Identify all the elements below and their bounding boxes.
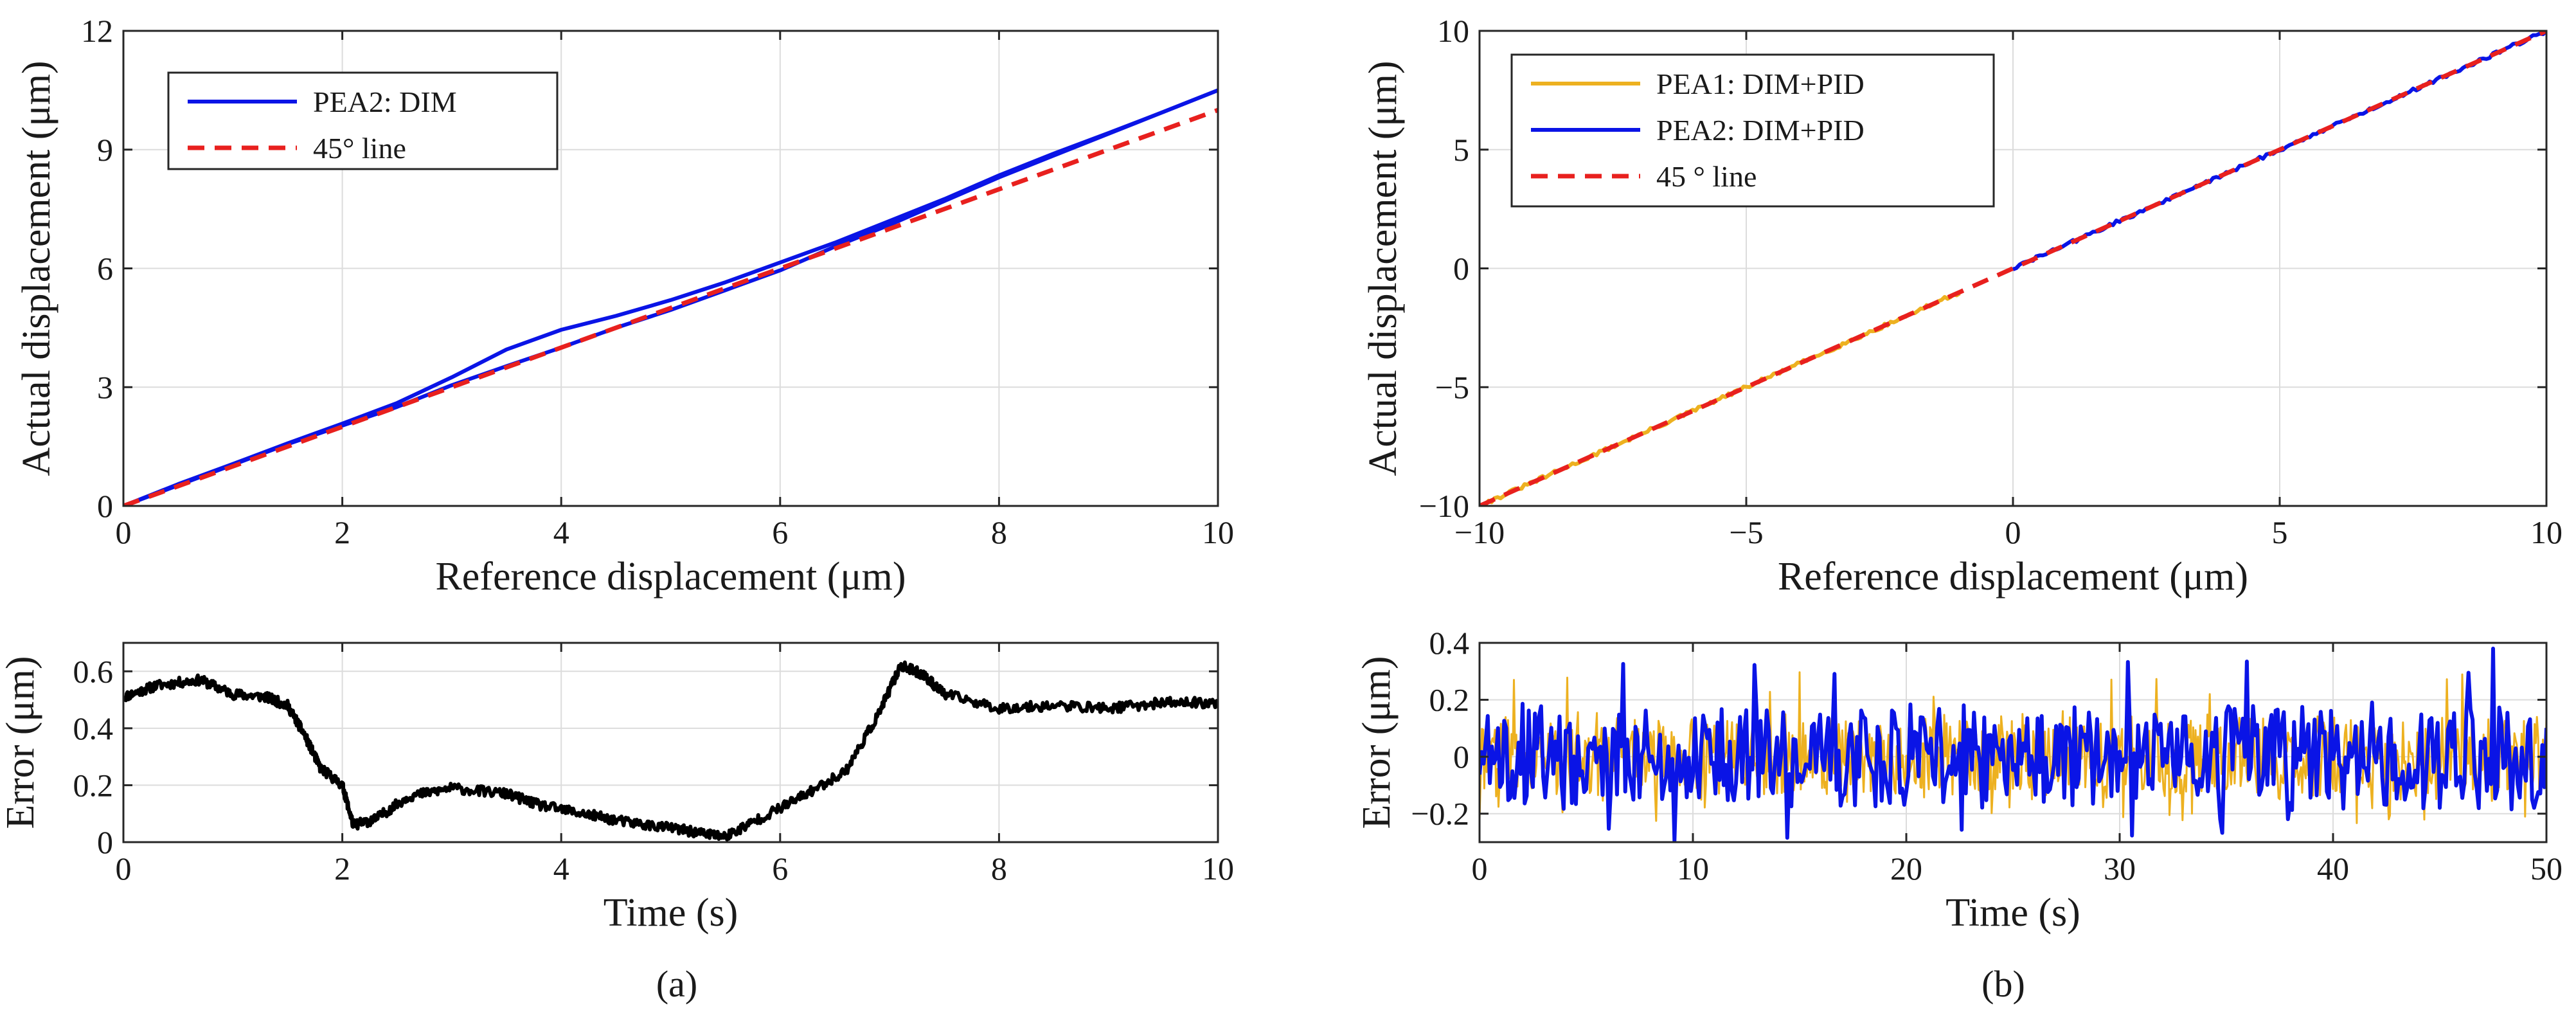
y-tick-label: 0 bbox=[97, 824, 113, 860]
x-tick-label: 0 bbox=[1472, 851, 1488, 887]
axes-box bbox=[1478, 642, 2548, 843]
y-tick-label: 9 bbox=[97, 132, 113, 168]
series-group bbox=[1480, 31, 2546, 506]
series-line-0 bbox=[123, 660, 1218, 842]
x-tick-label: 0 bbox=[2005, 514, 2021, 550]
y-tick-label: 0.6 bbox=[73, 653, 114, 689]
y-tick-label: 0.4 bbox=[73, 710, 114, 746]
x-tick-label: −5 bbox=[1729, 514, 1763, 550]
legend-label: 45 ° line bbox=[1656, 160, 1757, 193]
y-tick-label: 0 bbox=[1453, 251, 1469, 287]
x-tick-label: 8 bbox=[991, 851, 1007, 887]
y-tick-label: 3 bbox=[97, 369, 113, 405]
x-axis-label: Reference displacement (μm) bbox=[1778, 555, 2248, 598]
y-axis-label: Actual displacement (μm) bbox=[1361, 60, 1405, 476]
series-group bbox=[123, 88, 1218, 506]
legend-label: PEA2: DIM+PID bbox=[1656, 114, 1865, 147]
x-axis-label: Time (s) bbox=[604, 891, 738, 935]
x-tick-label: 4 bbox=[553, 851, 569, 887]
x-tick-label: 8 bbox=[991, 514, 1007, 550]
y-axis-label: Actual displacement (μm) bbox=[15, 60, 58, 476]
legend-label: 45° line bbox=[313, 132, 406, 165]
x-tick-label: 50 bbox=[2530, 851, 2563, 887]
series-line-1 bbox=[123, 88, 1218, 506]
legend-box bbox=[167, 71, 559, 170]
x-tick-label: 4 bbox=[553, 514, 569, 550]
y-tick-label: 0 bbox=[1453, 739, 1469, 775]
series-line-2 bbox=[123, 107, 1218, 506]
x-tick-label: 5 bbox=[2272, 514, 2288, 550]
x-tick-label: 0 bbox=[116, 851, 132, 887]
x-tick-label: 10 bbox=[1202, 851, 1234, 887]
x-axis-label: Reference displacement (μm) bbox=[435, 555, 906, 598]
y-tick-label: 10 bbox=[1437, 13, 1469, 49]
series-group bbox=[123, 660, 1218, 842]
x-tick-label: −10 bbox=[1454, 514, 1505, 550]
x-tick-label: 10 bbox=[2530, 514, 2563, 550]
series-line-2 bbox=[1480, 31, 2546, 506]
y-tick-label: 0.2 bbox=[1429, 682, 1470, 718]
x-tick-label: 6 bbox=[772, 514, 788, 550]
caption-b: (b) bbox=[1981, 963, 2025, 1005]
y-tick-label: 0.2 bbox=[73, 767, 114, 803]
series-line-1 bbox=[1480, 646, 2546, 842]
legend-label: PEA2: DIM bbox=[313, 86, 457, 118]
y-tick-label: −0.2 bbox=[1411, 796, 1469, 832]
panel-a-error-plot: 0 2 4 6 8 10 0 0.2 0.4 0.6 Time (s) Error (μm) bbox=[0, 642, 1234, 935]
x-tick-label: 10 bbox=[1202, 514, 1234, 550]
y-axis-label: Error (μm) bbox=[1355, 656, 1399, 829]
y-tick-label: −10 bbox=[1419, 488, 1469, 524]
x-tick-label: 20 bbox=[1890, 851, 1922, 887]
x-tick-label: 2 bbox=[334, 851, 350, 887]
x-tick-label: 2 bbox=[334, 514, 350, 550]
y-tick-label: 6 bbox=[97, 251, 113, 287]
axes-box bbox=[122, 642, 1219, 843]
x-tick-label: 6 bbox=[772, 851, 788, 887]
panel-b-displacement-plot: −10 −5 0 5 10 −10 −5 0 5 10 Reference displacement… bbox=[1361, 13, 2563, 598]
y-axis-label: Error (μm) bbox=[0, 656, 42, 829]
legend: PEA2: DIM 45° line bbox=[167, 71, 559, 170]
panel-a-displacement-plot: 0 2 4 6 8 10 0 3 6 9 12 Reference displacement (μm)… bbox=[15, 13, 1234, 598]
x-tick-label: 0 bbox=[116, 514, 132, 550]
y-tick-label: −5 bbox=[1435, 369, 1469, 405]
y-tick-label: 0 bbox=[97, 488, 113, 524]
legend-label: PEA1: DIM+PID bbox=[1656, 68, 1865, 100]
caption-a: (a) bbox=[656, 963, 697, 1005]
y-tick-label: 12 bbox=[81, 13, 113, 49]
x-tick-label: 30 bbox=[2104, 851, 2136, 887]
x-axis-label: Time (s) bbox=[1945, 891, 2080, 935]
series-group bbox=[1480, 646, 2546, 842]
y-tick-label: 5 bbox=[1453, 132, 1469, 168]
x-tick-label: 10 bbox=[1677, 851, 1709, 887]
x-tick-label: 40 bbox=[2317, 851, 2349, 887]
y-tick-label: 0.4 bbox=[1429, 625, 1470, 661]
legend: PEA1: DIM+PID PEA2: DIM+PID 45 ° line bbox=[1510, 53, 1995, 208]
